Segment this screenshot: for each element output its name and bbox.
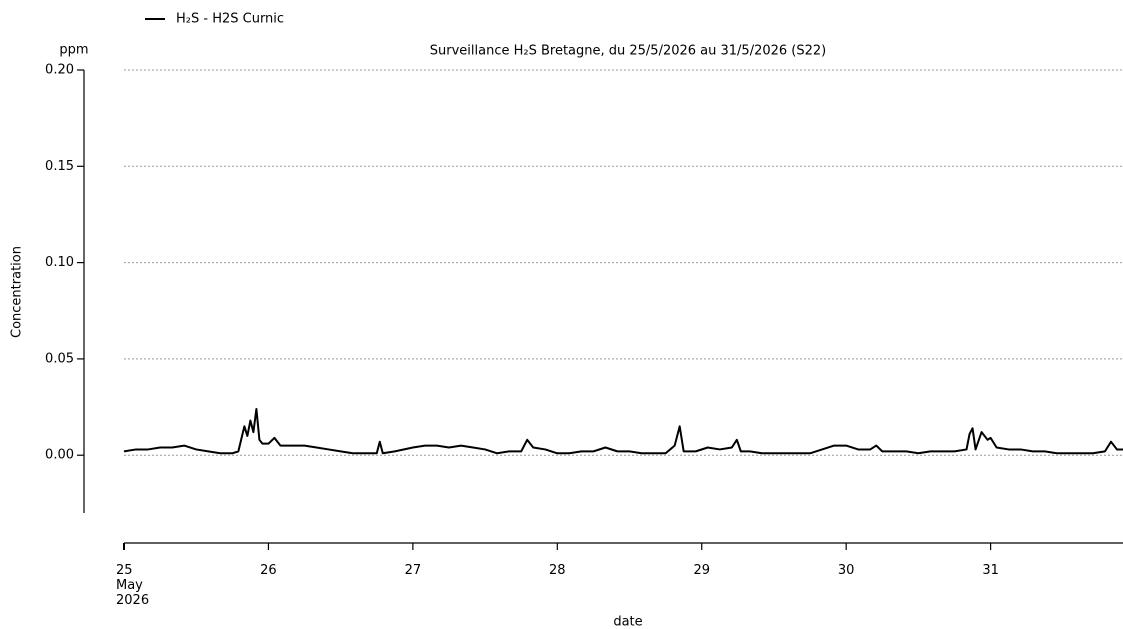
- y-axis-label: Concentration: [10, 246, 25, 338]
- x-tick-label: 26: [260, 563, 277, 578]
- y-unit: ppm: [59, 43, 88, 58]
- x-tick-label: 27: [405, 563, 422, 578]
- legend-label: H₂S - H2S Curnic: [176, 12, 284, 27]
- y-tick-label: 0.10: [45, 255, 74, 270]
- y-tick-label: 0.00: [45, 448, 74, 463]
- x-tick-label: 29: [693, 563, 710, 578]
- data-line: [123, 407, 1123, 455]
- x-tick-label: 31: [982, 563, 999, 578]
- x-axis-label: date: [613, 615, 642, 629]
- x-tick-label: 25 May 2026: [116, 563, 149, 608]
- y-tick-label: 0.05: [45, 351, 74, 366]
- x-tick-label: 30: [838, 563, 855, 578]
- y-tick-label: 0.20: [45, 63, 74, 78]
- y-tick-label: 0.15: [45, 159, 74, 174]
- chart-title: Surveillance H₂S Bretagne, du 25/5/2026 …: [430, 44, 827, 59]
- x-tick-label: 28: [549, 563, 566, 578]
